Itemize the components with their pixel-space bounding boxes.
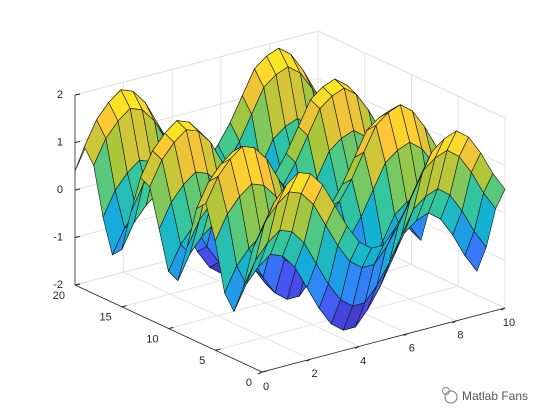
z-tick (74, 93, 81, 96)
x-tick-label: 2 (312, 368, 318, 380)
z-tick (74, 141, 81, 143)
x-tick (500, 307, 506, 311)
x-tick-label: 0 (263, 381, 269, 393)
surface (74, 47, 506, 331)
y-tick (261, 370, 268, 373)
x-tick (452, 320, 457, 324)
y-tick-label: 20 (53, 290, 65, 302)
z-tick-label: 0 (57, 184, 63, 196)
y-tick (168, 327, 174, 329)
x-tick-label: 8 (457, 330, 463, 342)
watermark: Matlab Fans (442, 387, 528, 404)
y-tick-label: 10 (146, 333, 158, 345)
z-tick (74, 283, 81, 286)
z-tick-label: -2 (53, 279, 63, 291)
grid-line (317, 30, 506, 119)
y-tick (121, 305, 127, 308)
y-tick (215, 348, 221, 351)
z-tick (74, 236, 81, 238)
watermark-icon (442, 387, 450, 395)
x-axis (261, 307, 506, 373)
z-tick (74, 188, 81, 191)
z-tick-label: 1 (57, 136, 63, 148)
y-tick-label: 5 (199, 355, 205, 367)
axes: 0 2 4 6 8 10 0 5 10 15 20-2 -1 0 1 2 (53, 89, 515, 393)
x-tick (257, 371, 263, 375)
surface-face (252, 202, 275, 250)
x-tick-label: 10 (503, 317, 515, 329)
x-tick-label: 4 (360, 355, 366, 367)
x-tick (403, 333, 409, 337)
x-tick-label: 6 (409, 343, 415, 355)
x-tick (306, 358, 311, 362)
y-tick-label: 0 (246, 377, 252, 389)
z-tick-label: 2 (57, 89, 63, 101)
z-tick-label: -1 (53, 231, 63, 243)
watermark-text: Matlab Fans (462, 389, 528, 403)
watermark-icon (444, 390, 458, 404)
y-tick-label: 15 (100, 312, 112, 324)
grid-line (74, 30, 319, 96)
x-tick (354, 345, 360, 349)
